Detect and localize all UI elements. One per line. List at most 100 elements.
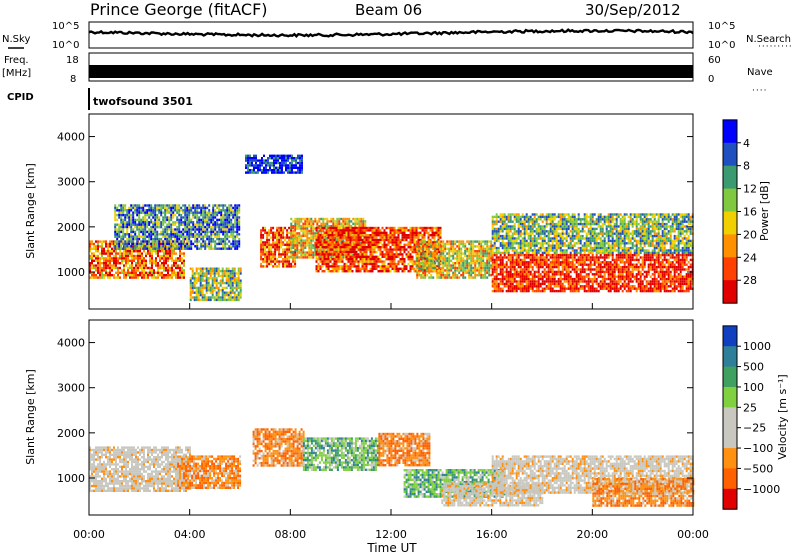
echo-cell [337,243,340,246]
echo-cell [160,225,163,229]
echo-cell [401,248,404,251]
echo-cell [470,245,473,248]
echo-cell [191,269,194,273]
echo-cell [285,159,287,162]
echo-cell [474,250,477,253]
echo-cell [229,269,232,273]
echo-cell [387,267,390,270]
echo-cell [519,273,522,276]
echo-cell [179,271,181,274]
echo-cell [486,252,489,255]
echo-cell [227,298,230,302]
echo-cell [480,247,483,250]
echo-cell [165,250,167,253]
echo-cell [365,248,368,251]
echo-cell [446,276,449,279]
echo-cell [413,260,416,263]
echo-cell [474,266,477,270]
echo-cell [306,220,309,223]
echo-cell [289,161,291,165]
echo-cell [462,240,465,243]
echo-cell [272,236,275,239]
echo-cell [113,266,115,270]
echo-cell [357,246,360,249]
echo-cell [335,255,338,258]
echo-cell [367,262,370,266]
echo-cell [133,276,135,279]
echo-cell [422,264,425,267]
echo-cell [287,159,289,162]
echo-cell [474,264,477,267]
echo-cell [505,275,508,278]
echo-cell [238,242,241,246]
echo-cell [525,261,528,264]
echo-cell [339,243,342,246]
echo-cell [173,250,175,253]
echo-cell [391,226,394,230]
echo-cell [160,221,163,224]
echo-cell [361,248,364,251]
echo-cell [281,161,283,165]
echo-cell [135,262,137,265]
echo-cell [142,206,145,210]
echo-cell [158,247,161,250]
echo-cell [222,218,225,222]
echo-cell [136,209,139,212]
echo-cell [533,261,536,264]
echo-cell [339,267,342,270]
echo-cell [351,258,354,261]
echo-cell [333,262,336,266]
echo-cell [573,280,576,283]
echo-cell [480,245,483,248]
nave-label: Nave [747,67,773,78]
echo-cell [218,242,221,246]
echo-cell [448,247,451,250]
echo-cell [458,266,461,270]
echo-cell [304,244,307,247]
echo-cell [521,253,524,257]
echo-cell [130,218,133,222]
echo-cell [208,213,211,217]
echo-cell [184,213,187,217]
echo-cell [166,247,169,250]
echo-cell [537,256,540,259]
echo-cell [226,213,229,217]
echo-cell [470,254,473,258]
echo-cell [393,258,396,261]
echo-cell [149,266,151,270]
echo-cell [140,211,143,214]
echo-cell [134,223,137,226]
echo-cell [230,206,233,210]
echo-cell [151,264,153,267]
echo-cell [210,240,213,243]
echo-cell [150,206,153,210]
echo-cell [427,236,430,239]
echo-cell [312,225,315,228]
echo-cell [144,245,147,248]
echo-cell [127,269,129,272]
echo-cell [551,275,554,278]
echo-cell [395,250,398,254]
echo-cell [207,289,210,292]
echo-cell [142,233,145,236]
echo-cell [490,264,493,267]
echo-cell [162,218,165,222]
echo-cell [155,242,157,246]
echo-cell [144,221,147,224]
echo-cell [430,245,433,248]
echo-cell [539,273,542,276]
echo-cell [329,226,332,230]
echo-cell [332,225,335,228]
echo-cell [327,229,330,232]
echo-cell [428,242,431,246]
echo-cell [405,255,408,258]
echo-cell [416,242,419,246]
echo-cell [286,255,289,258]
echo-cell [511,261,514,264]
echo-cell [234,221,237,224]
echo-cell [282,243,285,246]
echo-cell [416,271,419,274]
echo-cell [280,229,283,232]
echo-cell [171,250,173,253]
echo-cell [259,166,261,169]
